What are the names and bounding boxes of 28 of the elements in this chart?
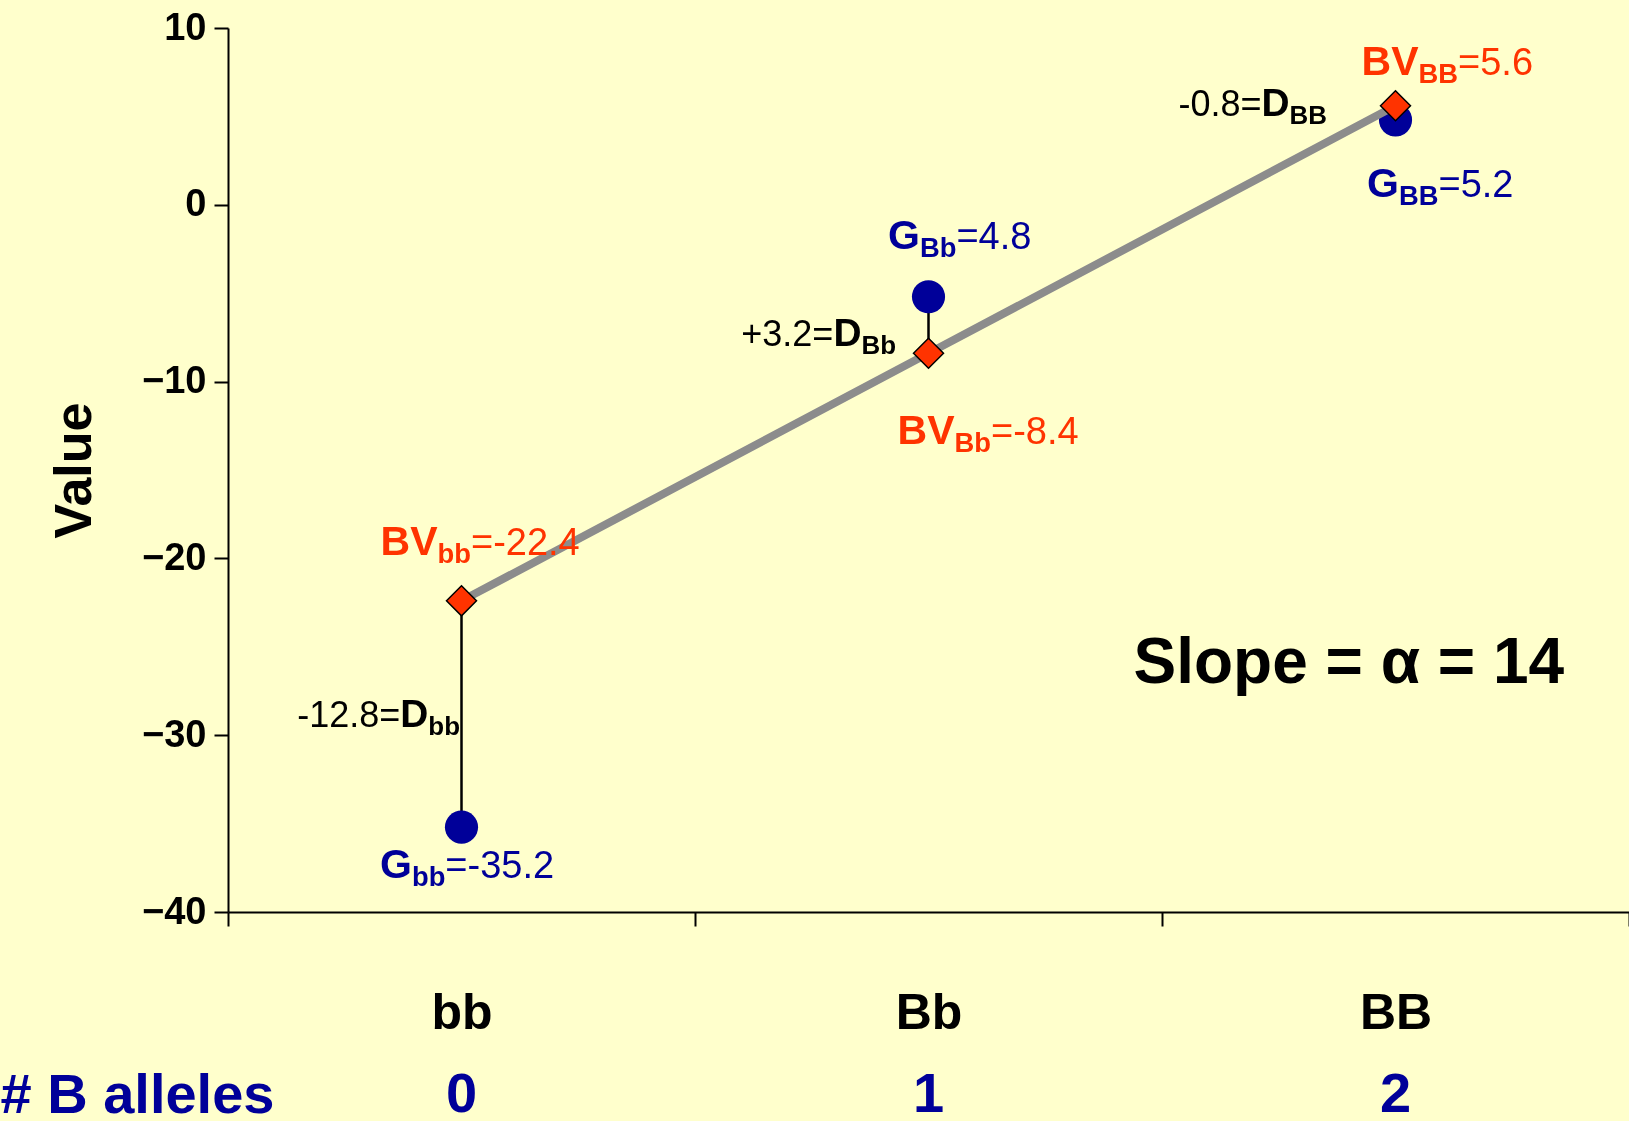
- annotation: G$_{Bb}$=4.8: [888, 212, 1032, 264]
- annotation: Slope = α = 14: [1133, 625, 1565, 697]
- y-tick-label: 0: [185, 182, 207, 225]
- annotation: -0.8=D$_{BB}$: [1178, 81, 1327, 129]
- y-axis-title: Value: [44, 402, 103, 539]
- x-axis-title: # B alleles: [0, 1061, 275, 1121]
- y-tick-label: −20: [142, 535, 207, 578]
- data-label: BV$_{Bb}$=-8.4: [897, 407, 1079, 459]
- annotation: G$_{BB}$=5.2: [1367, 160, 1514, 212]
- point: [444, 810, 479, 844]
- x-tick-label: Bb: [895, 983, 963, 1040]
- point: [911, 280, 946, 314]
- point: [1379, 90, 1412, 122]
- data-label: BV$_{BB}$=5.6: [1361, 37, 1534, 89]
- y-tick-label: 10: [164, 5, 207, 48]
- text: 1: [912, 1061, 945, 1121]
- text: 2: [1379, 1061, 1412, 1121]
- annotation: -12.8=D$_{bb}$: [297, 692, 460, 740]
- text: 0: [445, 1061, 478, 1121]
- y-tick-label: −30: [142, 712, 207, 755]
- point: [445, 585, 478, 617]
- y-tick-label: −10: [142, 359, 207, 402]
- x-tick-label: bb: [431, 983, 493, 1040]
- y-tick-label: −40: [142, 889, 207, 932]
- point: [912, 337, 945, 370]
- x-tick-label: BB: [1359, 983, 1433, 1040]
- annotation: G$_{bb}$=-35.2: [380, 841, 555, 893]
- annotation: +3.2=D$_{Bb}$: [741, 311, 896, 359]
